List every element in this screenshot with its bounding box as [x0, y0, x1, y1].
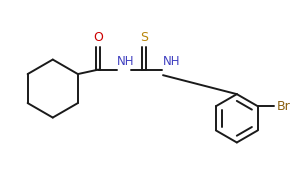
Text: S: S — [140, 31, 148, 44]
Text: O: O — [93, 31, 103, 44]
Text: NH: NH — [163, 55, 180, 68]
Text: NH: NH — [117, 55, 135, 68]
Text: Br: Br — [277, 100, 291, 113]
